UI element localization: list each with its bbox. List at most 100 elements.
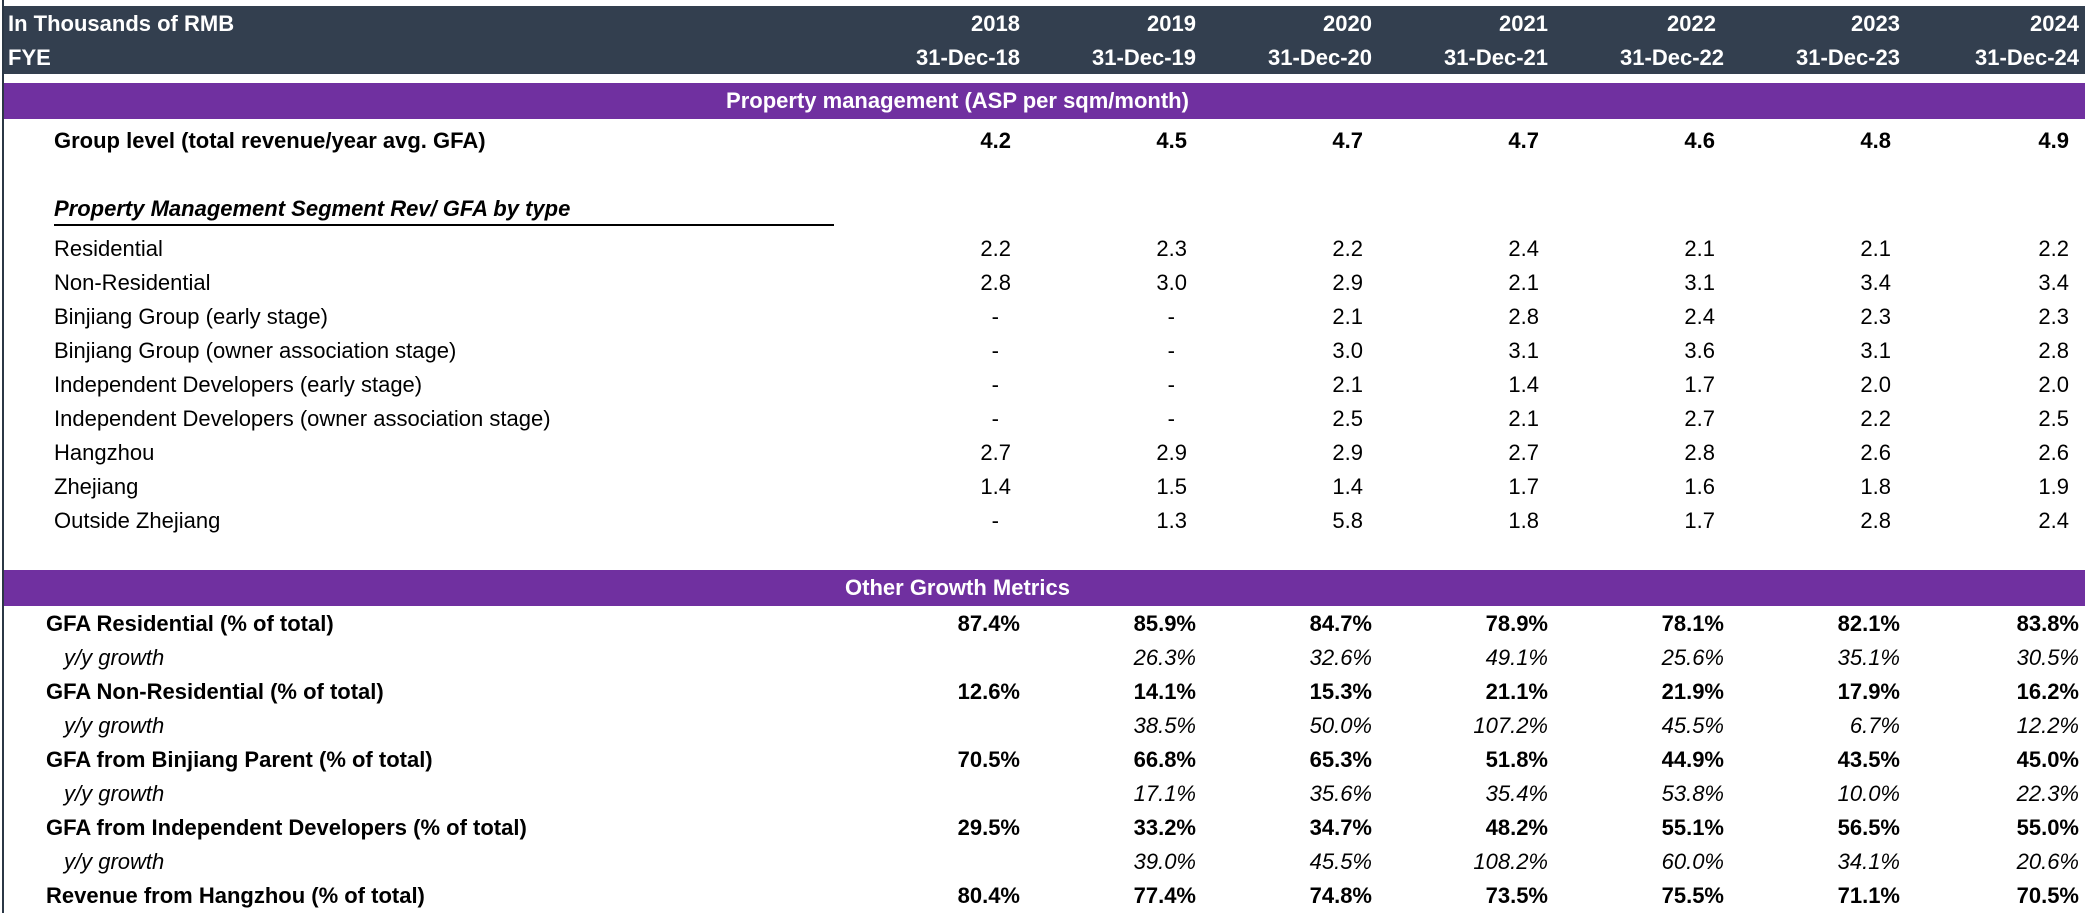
segment-row: Binjiang Group (owner association stage)… <box>0 334 2085 368</box>
row-label: Revenue from Hangzhou (% of total) <box>46 883 425 908</box>
row-label: y/y growth <box>64 645 165 670</box>
value-cell: 45.5% <box>1309 849 1372 874</box>
value-cell: 2.8 <box>2038 338 2069 363</box>
header-band <box>4 6 2085 74</box>
year-2020: 2020 <box>1323 11 1372 36</box>
value-cell: 2.4 <box>1684 304 1715 329</box>
segment-row: Non-Residential 2.8 3.0 2.9 2.1 3.1 3.4 3.4 <box>0 266 2085 300</box>
units-label: In Thousands of RMB <box>8 11 235 36</box>
year-2019: 2019 <box>1147 11 1196 36</box>
date-2023: 31-Dec-23 <box>1796 45 1900 70</box>
value-cell: 2.8 <box>1684 440 1715 465</box>
value-cell: 2.9 <box>1156 440 1187 465</box>
value-cell: 43.5% <box>1837 747 1900 772</box>
value-cell: 25.6% <box>1661 645 1724 670</box>
value-2022: 4.6 <box>1684 128 1715 153</box>
value-cell: 30.5% <box>2016 645 2079 670</box>
year-2023: 2023 <box>1851 11 1900 36</box>
value-cell: 2.7 <box>980 440 1011 465</box>
date-2022: 31-Dec-22 <box>1620 45 1724 70</box>
value-cell: 12.6% <box>957 679 1020 704</box>
date-2020: 31-Dec-20 <box>1268 45 1372 70</box>
section-title: Property management (ASP per sqm/month) <box>726 88 1189 113</box>
value-cell: 2.4 <box>1508 236 1539 261</box>
value-cell: 1.7 <box>1684 508 1715 533</box>
value-cell: 2.3 <box>1860 304 1891 329</box>
growth-row: y/y growth 26.3% 32.6% 49.1% 25.6% 35.1% 30.5% <box>0 641 2085 675</box>
value-cell: 2.0 <box>1860 372 1891 397</box>
value-cell: 2.9 <box>1332 440 1363 465</box>
metric-row: Revenue from Hangzhou (% of total) 80.4% 7… <box>0 879 2085 913</box>
value-cell: 85.9% <box>1133 611 1196 636</box>
value-cell: - <box>991 304 999 329</box>
row-label: GFA from Independent Developers (% of to… <box>46 815 527 840</box>
value-cell: 84.7% <box>1309 611 1372 636</box>
section-title: Other Growth Metrics <box>845 575 1070 600</box>
value-cell: 74.8% <box>1309 883 1372 908</box>
value-cell: 73.5% <box>1485 883 1548 908</box>
value-cell: 2.8 <box>980 270 1011 295</box>
value-cell: 51.8% <box>1485 747 1548 772</box>
row-label: Zhejiang <box>54 474 139 499</box>
value-2020: 4.7 <box>1332 128 1363 153</box>
value-cell: 17.1% <box>1133 781 1196 806</box>
value-cell: - <box>991 508 999 533</box>
segment-row: Residential 2.2 2.3 2.2 2.4 2.1 2.1 2.2 <box>0 232 2085 266</box>
row-label: y/y growth <box>64 781 165 806</box>
value-cell: 56.5% <box>1837 815 1900 840</box>
metric-row: GFA Non-Residential (% of total) 12.6% 14.… <box>0 675 2085 709</box>
value-2023: 4.8 <box>1860 128 1891 153</box>
value-cell: 1.4 <box>1332 474 1363 499</box>
header-row-dates: FYE 31-Dec-18 31-Dec-19 31-Dec-20 31-Dec… <box>0 41 2085 75</box>
value-cell: 78.1% <box>1661 611 1724 636</box>
value-cell: 2.1 <box>1508 406 1539 431</box>
row-label: Binjiang Group (owner association stage) <box>54 338 457 363</box>
value-cell: 71.1% <box>1837 883 1900 908</box>
value-cell: 77.4% <box>1133 883 1196 908</box>
value-cell: 1.8 <box>1508 508 1539 533</box>
value-cell: 2.1 <box>1332 372 1363 397</box>
value-cell: 12.2% <box>2016 713 2079 738</box>
value-2019: 4.5 <box>1156 128 1187 153</box>
year-2024: 2024 <box>2030 11 2079 36</box>
row-label: Residential <box>54 236 163 261</box>
metric-row: GFA from Binjiang Parent (% of total) 70.… <box>0 743 2085 777</box>
value-cell: 29.5% <box>957 815 1020 840</box>
value-cell: 21.9% <box>1661 679 1724 704</box>
year-2018: 2018 <box>971 11 1020 36</box>
segment-row: Zhejiang 1.4 1.5 1.4 1.7 1.6 1.8 1.9 <box>0 470 2085 504</box>
value-cell: 5.8 <box>1332 508 1363 533</box>
section-band-property-management: Property management (ASP per sqm/month) <box>4 83 2085 119</box>
row-label: y/y growth <box>64 713 165 738</box>
value-cell: 10.0% <box>1837 781 1900 806</box>
value-cell: - <box>1167 372 1175 397</box>
row-label: GFA Residential (% of total) <box>46 611 334 636</box>
row-label: GFA from Binjiang Parent (% of total) <box>46 747 433 772</box>
value-cell: 20.6% <box>2016 849 2079 874</box>
value-cell: 1.8 <box>1860 474 1891 499</box>
value-cell: 2.1 <box>1860 236 1891 261</box>
value-cell: 22.3% <box>2016 781 2079 806</box>
row-label: Binjiang Group (early stage) <box>54 304 328 329</box>
group-level-row: Group level (total revenue/year avg. GFA… <box>0 124 2085 158</box>
growth-row: y/y growth 38.5% 50.0% 107.2% 45.5% 6.7% 12.2% <box>0 709 2085 743</box>
row-label: Outside Zhejiang <box>54 508 221 533</box>
value-cell: 2.5 <box>2038 406 2069 431</box>
value-cell: - <box>991 338 999 363</box>
value-cell: 108.2% <box>1473 849 1548 874</box>
value-cell: 1.7 <box>1684 372 1715 397</box>
row-label: GFA Non-Residential (% of total) <box>46 679 384 704</box>
value-cell: 14.1% <box>1133 679 1196 704</box>
segment-row: Binjiang Group (early stage) - - 2.1 2.8 2.4 2… <box>0 300 2085 334</box>
value-cell: 2.2 <box>2038 236 2069 261</box>
value-cell: 34.1% <box>1837 849 1900 874</box>
value-cell: 60.0% <box>1661 849 1724 874</box>
metric-row: GFA from Independent Developers (% of to… <box>0 811 2085 845</box>
value-cell: 33.2% <box>1133 815 1196 840</box>
value-cell: 2.2 <box>1860 406 1891 431</box>
value-cell: 3.0 <box>1332 338 1363 363</box>
value-2024: 4.9 <box>2038 128 2069 153</box>
value-cell: 2.8 <box>1860 508 1891 533</box>
value-cell: - <box>1167 304 1175 329</box>
value-cell: 35.4% <box>1485 781 1548 806</box>
